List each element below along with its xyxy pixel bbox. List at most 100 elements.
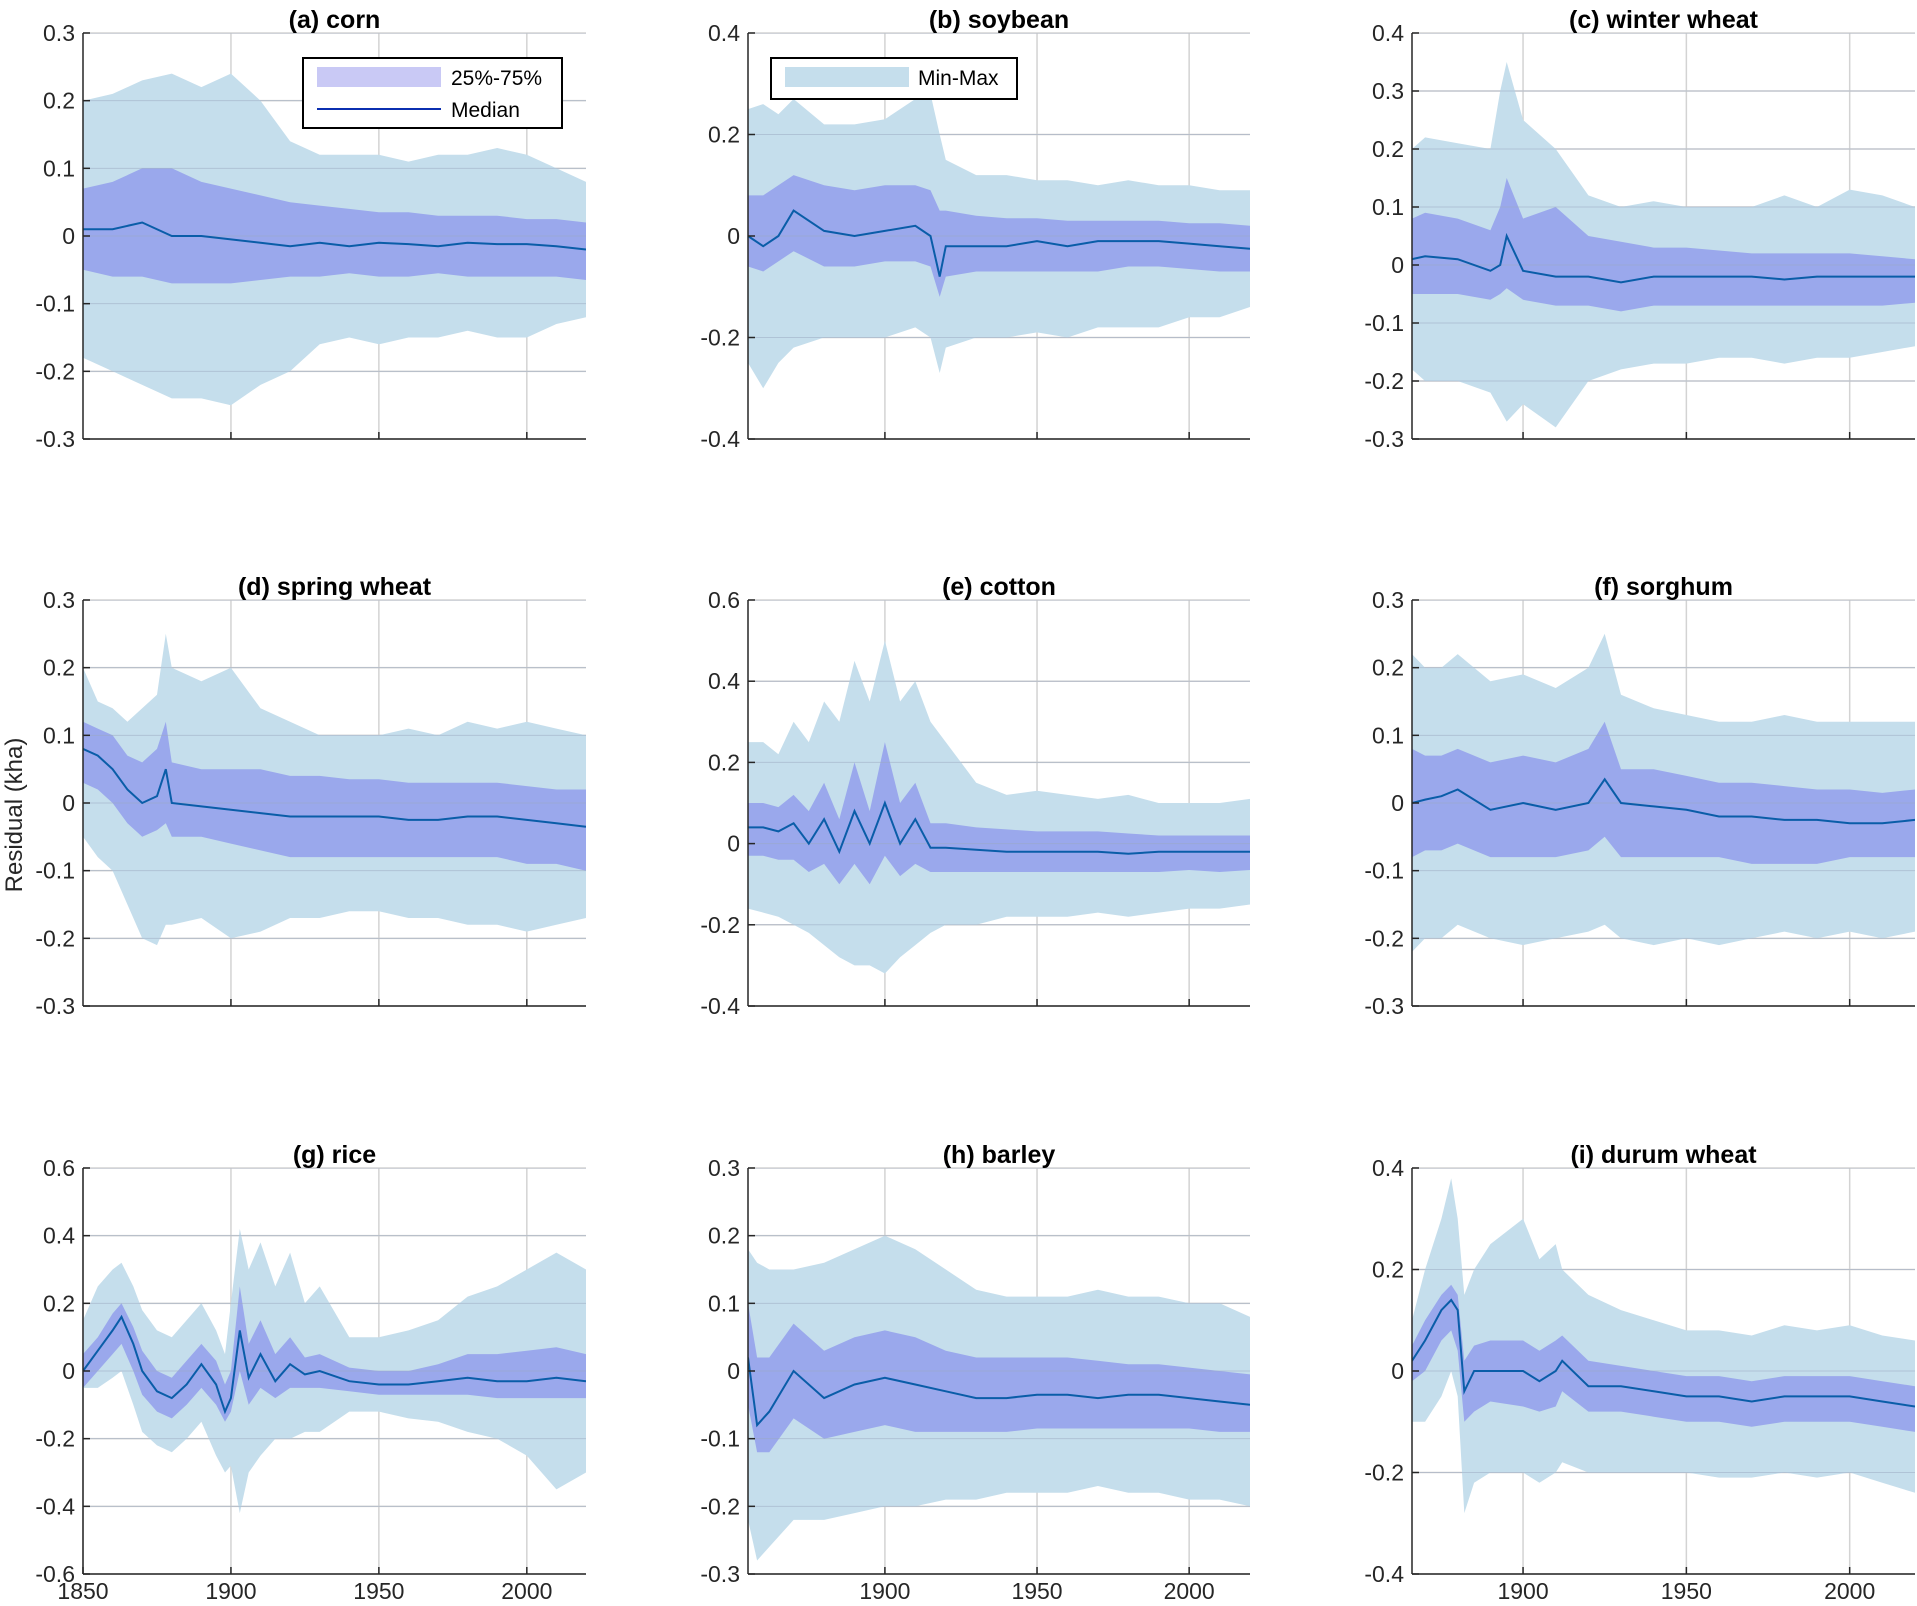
panel-d: -0.3 -0.2 -0.1 0 0.1 0.2 0.3 (d) spring wheat xyxy=(35,573,586,1019)
panel-title: (f) sorghum xyxy=(1594,573,1733,601)
iqr-band xyxy=(748,1303,1250,1453)
y-tick-label: 0.1 xyxy=(43,155,75,181)
iqr-band xyxy=(1412,178,1915,312)
y-tick-label: -0.1 xyxy=(1364,310,1404,336)
panel-i: -0.4 -0.2 0 0.2 0.4 1900 1950 2000 (i) durum whe… xyxy=(1364,1141,1915,1604)
y-tick-label: 0.6 xyxy=(43,1155,75,1181)
x-tick-label: 1950 xyxy=(1661,1578,1712,1604)
y-tick-label: 0 xyxy=(1391,1358,1404,1384)
y-tick-label: 0.2 xyxy=(708,122,740,148)
y-tick-label: 0 xyxy=(727,831,740,857)
y-tick-label: -0.2 xyxy=(1364,925,1404,951)
y-tick-label: 0 xyxy=(1391,790,1404,816)
y-tick-label: -0.3 xyxy=(35,993,75,1019)
x-tick-label: 1950 xyxy=(1011,1578,1062,1604)
median-line xyxy=(83,221,586,251)
y-tick-label: 0 xyxy=(62,223,75,249)
y-tick-label: -0.4 xyxy=(700,993,740,1019)
y-tick-label: 0.2 xyxy=(43,655,75,681)
y-tick-label: 0 xyxy=(1391,252,1404,278)
panel-f: -0.3 -0.2 -0.1 0 0.1 0.2 0.3 (f) sorghum xyxy=(1364,573,1915,1019)
median-line xyxy=(748,800,1250,855)
plot-area xyxy=(83,600,586,1006)
median-line xyxy=(83,1314,586,1415)
y-tick-label: -0.1 xyxy=(35,858,75,884)
y-tick-label: 0.4 xyxy=(1372,1155,1404,1181)
y-tick-label: 0.6 xyxy=(708,587,740,613)
y-tick-label: -0.3 xyxy=(1364,426,1404,452)
y-tick-label: -0.2 xyxy=(700,912,740,938)
legend-iqr-median: 25%-75% Median xyxy=(302,57,563,129)
panel-title: (d) spring wheat xyxy=(238,573,432,601)
plot-area xyxy=(1412,600,1915,1006)
y-tick-label: -0.2 xyxy=(35,925,75,951)
plot-area xyxy=(1412,1168,1915,1574)
y-tick-label: 0 xyxy=(62,790,75,816)
y-tick-label: 0.4 xyxy=(1372,20,1404,46)
x-tick-label: 1950 xyxy=(353,1578,404,1604)
panel-g: -0.6 -0.4 -0.2 0 0.2 0.4 0.6 1850 1900 1950 2000 (g… xyxy=(35,1141,586,1604)
iqr-band xyxy=(83,721,586,871)
legend-label-iqr: 25%-75% xyxy=(451,67,542,90)
y-tick-label: -0.2 xyxy=(1364,1460,1404,1486)
panel-b: -0.4 -0.2 0 0.2 0.4 (b) soybean xyxy=(700,6,1250,452)
y-tick-label: 0.2 xyxy=(43,88,75,114)
panel-e: -0.4 -0.2 0 0.2 0.4 0.6 (e) cotton xyxy=(700,573,1250,1019)
y-tick-label: 0.1 xyxy=(1372,194,1404,220)
iqr-band xyxy=(1412,721,1915,864)
panel-title: (h) barley xyxy=(943,1141,1056,1169)
plot-area xyxy=(748,33,1250,439)
y-tick-label: 0.3 xyxy=(43,20,75,46)
y-tick-label: 0.2 xyxy=(708,749,740,775)
plot-area xyxy=(1412,33,1915,439)
y-axis-label: Residual (kha) xyxy=(1,738,28,893)
panel-title: (c) winter wheat xyxy=(1569,6,1759,34)
y-tick-label: -0.4 xyxy=(35,1493,75,1519)
y-tick-label: 0.3 xyxy=(708,1155,740,1181)
legend-box xyxy=(770,57,1018,100)
iqr-band xyxy=(83,1286,586,1422)
y-tick-label: 0.2 xyxy=(1372,136,1404,162)
y-tick-label: -0.2 xyxy=(35,1426,75,1452)
y-tick-label: 0.3 xyxy=(1372,78,1404,104)
median-line xyxy=(83,747,586,828)
iqr-band xyxy=(748,742,1250,885)
y-tick-label: -0.2 xyxy=(1364,368,1404,394)
panel-title: (a) corn xyxy=(289,6,381,34)
y-tick-label: -0.1 xyxy=(700,1426,740,1452)
y-tick-label: 0 xyxy=(62,1358,75,1384)
y-tick-label: -0.6 xyxy=(35,1561,75,1587)
panel-a: -0.3 -0.2 -0.1 0 0.1 0.2 0.3 (a) corn xyxy=(35,6,586,452)
legend-label-median: Median xyxy=(451,99,520,122)
panel-title: (e) cotton xyxy=(942,573,1056,601)
y-tick-label: 0.2 xyxy=(708,1223,740,1249)
y-tick-label: 0 xyxy=(727,223,740,249)
plot-area xyxy=(83,33,586,439)
x-tick-label: 2000 xyxy=(1824,1578,1875,1604)
panel-title: (g) rice xyxy=(293,1141,376,1169)
minmax-band xyxy=(1412,1178,1915,1514)
panel-h: -0.3 -0.2 -0.1 0 0.1 0.2 0.3 1900 1950 2000 (h) ba… xyxy=(700,1141,1250,1604)
median-line xyxy=(1412,232,1915,284)
legend-minmax: Min-Max xyxy=(770,57,1018,100)
plot-area xyxy=(748,600,1250,1006)
y-tick-label: 0.4 xyxy=(708,668,740,694)
legend-swatch-iqr xyxy=(317,67,441,87)
median-line xyxy=(1412,1298,1915,1408)
y-tick-label: -0.4 xyxy=(700,426,740,452)
y-tick-label: 0.1 xyxy=(1372,722,1404,748)
y-tick-label: 0.1 xyxy=(708,1290,740,1316)
x-tick-label: 1850 xyxy=(57,1578,108,1604)
y-tick-label: 0.3 xyxy=(1372,587,1404,613)
x-tick-label: 1900 xyxy=(859,1578,910,1604)
legend-swatch-minmax xyxy=(785,67,909,87)
panel-title: (b) soybean xyxy=(929,6,1069,34)
y-tick-label: 0.4 xyxy=(708,20,740,46)
y-tick-label: -0.2 xyxy=(700,1493,740,1519)
x-tick-label: 1900 xyxy=(205,1578,256,1604)
plot-area xyxy=(83,1168,586,1574)
median-line xyxy=(1412,777,1915,825)
y-tick-label: -0.3 xyxy=(35,426,75,452)
panels: -0.3 -0.2 -0.1 0 0.1 0.2 0.3 (a) corn -0.4 -0.2 0 0… xyxy=(35,6,1915,1604)
